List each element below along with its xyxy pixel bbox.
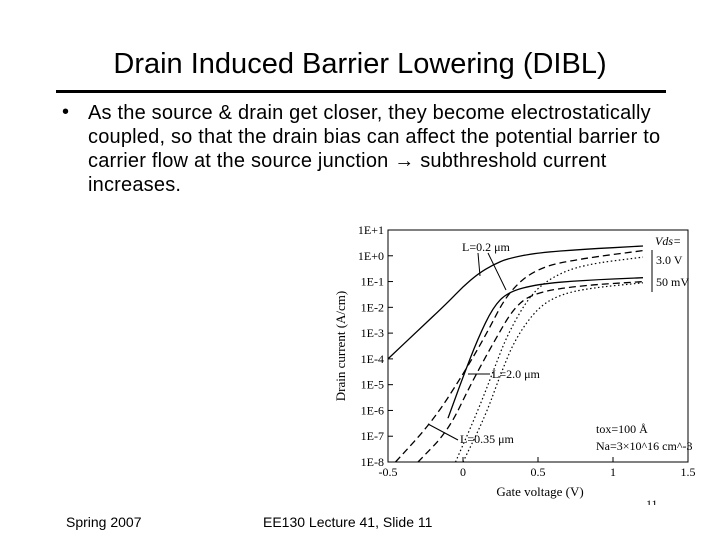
x-tick-label: 0 [460, 465, 466, 479]
x-tick-label: 1 [610, 465, 616, 479]
y-tick-label: 1E-1 [361, 275, 384, 289]
y-tick-label: 1E-3 [361, 326, 384, 340]
title-underline [56, 90, 666, 93]
bullet-text: As the source & drain get closer, they b… [88, 101, 688, 197]
curves [387, 245, 644, 463]
series-line-4 [454, 256, 644, 463]
vds-50mv: 50 mV [656, 275, 689, 289]
x-tick-label: 1.5 [681, 465, 696, 479]
y-tick-label: 1E+1 [358, 223, 384, 237]
y-tick-marks [387, 229, 689, 463]
series-line-5 [462, 282, 644, 463]
vds-label: Vds= [655, 234, 681, 248]
footer-slide-info: EE130 Lecture 41, Slide 11 [263, 514, 433, 530]
arrow-l-short-2 [487, 252, 507, 291]
y-tick-label: 1E-7 [361, 429, 384, 443]
series-line-0 [387, 245, 644, 360]
y-tick-label: 1E-4 [361, 352, 384, 366]
bullet-text-main: As the source & drain get closer, they b… [88, 102, 661, 172]
label-l-mid: L=2.0 μm [492, 367, 541, 381]
footer-date: Spring 2007 [66, 514, 142, 530]
series-line-3 [417, 280, 644, 463]
y-tick-label: 1E-8 [361, 455, 384, 469]
y-axis-label: Drain current (A/cm) [333, 291, 348, 401]
slide-title: Drain Induced Barrier Lowering (DIBL) [113, 48, 607, 80]
y-tick-label: 1E-6 [361, 403, 384, 417]
vds-3v: 3.0 V [656, 253, 683, 267]
y-tick-label: 1E+0 [358, 249, 384, 263]
bullet-marker: • [62, 101, 70, 123]
x-tick-label: 0.5 [531, 465, 546, 479]
arrow-l-long [427, 423, 459, 441]
x-tick-labels: -0.5 0 0.5 1 1.5 [379, 465, 696, 479]
label-l-short: L=0.2 μm [462, 240, 511, 254]
x-axis-label: Gate voltage (V) [496, 484, 583, 499]
dibl-chart: 1E+1 1E+0 1E-1 1E-2 1E-3 1E-4 1E-5 1E-6 1E-7 1E-8… [333, 223, 696, 505]
x-tick-label: -0.5 [379, 465, 398, 479]
series-line-1 [447, 277, 644, 419]
label-l-long: L=0.35 μm [460, 432, 515, 446]
y-tick-label: 1E-5 [361, 378, 384, 392]
tox-param: tox=100 Å [596, 422, 648, 436]
na-param: Na=3×10^16 cm^-3 [596, 439, 692, 453]
y-tick-label: 1E-2 [361, 300, 384, 314]
y-tick-labels: 1E+1 1E+0 1E-1 1E-2 1E-3 1E-4 1E-5 1E-6 1E-7 1E-8 [358, 223, 384, 469]
arrow-l-short [477, 252, 481, 277]
bullet-text-end: subthreshold current increases. [88, 150, 607, 196]
series-line-2 [395, 249, 644, 463]
arrow-icon: → [394, 150, 415, 172]
page-number: 11 [646, 497, 658, 505]
